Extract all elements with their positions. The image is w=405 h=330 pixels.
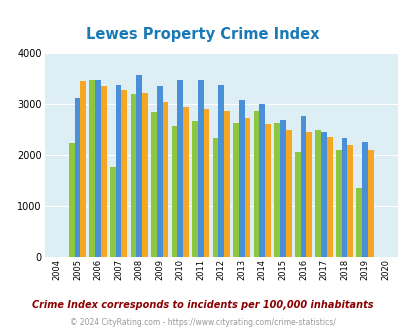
Bar: [367, 150, 373, 257]
Bar: [95, 81, 101, 257]
Bar: [171, 126, 177, 257]
Bar: [162, 102, 168, 257]
Bar: [69, 143, 75, 257]
Bar: [192, 121, 197, 257]
Bar: [177, 80, 183, 257]
Bar: [212, 138, 218, 257]
Bar: [264, 124, 270, 257]
Bar: [130, 94, 136, 257]
Bar: [259, 105, 264, 257]
Bar: [326, 137, 332, 257]
Bar: [335, 150, 341, 257]
Bar: [279, 120, 285, 257]
Bar: [300, 116, 305, 257]
Bar: [232, 123, 238, 257]
Bar: [101, 85, 107, 257]
Bar: [320, 132, 326, 257]
Bar: [121, 90, 127, 257]
Bar: [347, 145, 352, 257]
Bar: [197, 81, 203, 257]
Bar: [80, 81, 86, 257]
Bar: [341, 138, 347, 257]
Bar: [253, 111, 259, 257]
Bar: [89, 81, 95, 257]
Text: Crime Index corresponds to incidents per 100,000 inhabitants: Crime Index corresponds to incidents per…: [32, 300, 373, 310]
Bar: [356, 188, 361, 257]
Bar: [244, 118, 250, 257]
Bar: [115, 84, 121, 257]
Bar: [238, 100, 244, 257]
Bar: [136, 75, 142, 257]
Bar: [315, 130, 320, 257]
Text: Lewes Property Crime Index: Lewes Property Crime Index: [86, 27, 319, 42]
Bar: [183, 107, 188, 257]
Bar: [294, 152, 300, 257]
Bar: [218, 85, 224, 257]
Text: © 2024 CityRating.com - https://www.cityrating.com/crime-statistics/: © 2024 CityRating.com - https://www.city…: [70, 318, 335, 327]
Bar: [273, 123, 279, 257]
Bar: [305, 132, 311, 257]
Bar: [75, 98, 80, 257]
Bar: [285, 130, 291, 257]
Bar: [151, 112, 156, 257]
Bar: [361, 142, 367, 257]
Bar: [110, 167, 115, 257]
Bar: [203, 109, 209, 257]
Bar: [142, 93, 147, 257]
Bar: [224, 111, 229, 257]
Bar: [156, 85, 162, 257]
